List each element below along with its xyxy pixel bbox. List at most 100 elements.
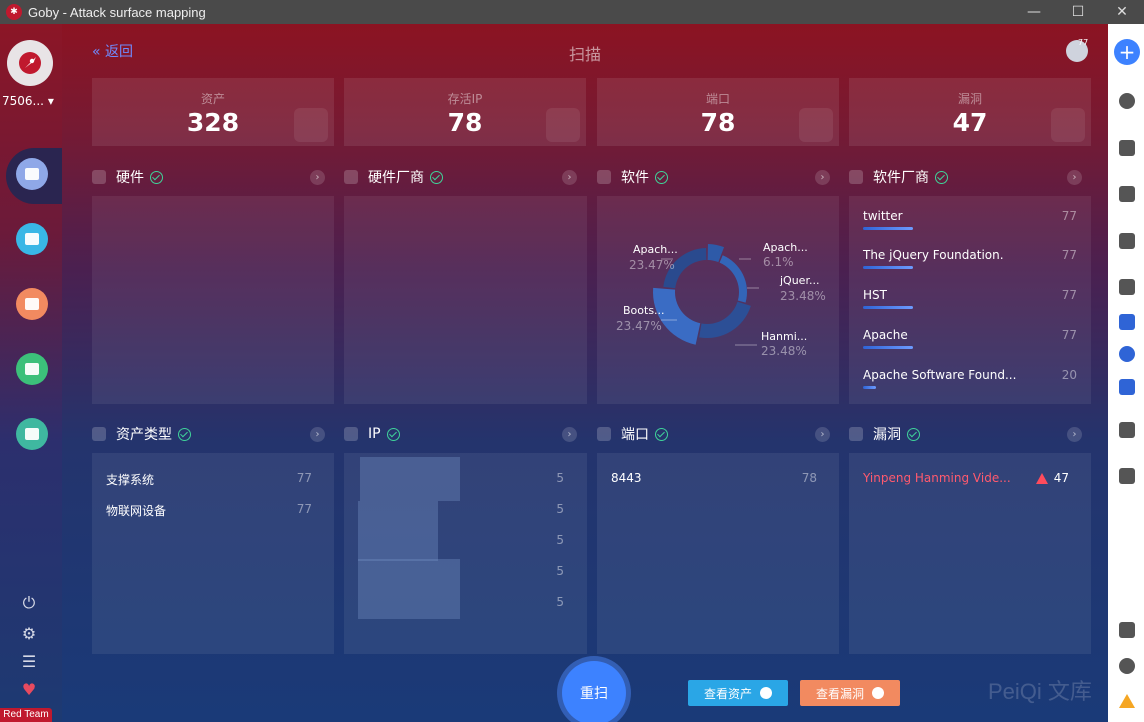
chart-label-pct: 23.48%	[761, 344, 807, 358]
extension-nav-icon[interactable]	[16, 418, 48, 450]
chart-label-name: Boots...	[623, 304, 665, 317]
gear-icon[interactable]: ⚙	[21, 623, 37, 643]
vendor-name: Apache Software Found...	[863, 368, 1017, 382]
rocket-icon	[19, 52, 41, 74]
more-button[interactable]: ›	[562, 170, 577, 185]
check-icon	[655, 427, 668, 441]
donut-slice[interactable]	[719, 255, 747, 303]
scan-nav-icon[interactable]	[16, 158, 48, 190]
user-menu[interactable]: 7506... ▾	[2, 94, 54, 108]
view-assets-button[interactable]: 查看资产	[688, 680, 788, 706]
vendor-bar	[863, 306, 913, 309]
stat-assets[interactable]: 资产 328	[92, 78, 334, 146]
fingerprint-icon[interactable]	[1119, 346, 1135, 362]
more-button[interactable]: ›	[1067, 170, 1082, 185]
section-title: 软件厂商	[873, 170, 929, 186]
chart-icon[interactable]	[1119, 422, 1135, 438]
monitor-icon[interactable]	[1119, 186, 1135, 202]
donut-slice[interactable]	[707, 244, 725, 263]
asset-type-name: 支撑系统	[106, 473, 155, 487]
add-icon[interactable]: +	[1114, 39, 1140, 65]
more-button[interactable]: ›	[562, 427, 577, 442]
port-number: 8443	[611, 471, 642, 485]
maximize-button[interactable]: ☐	[1071, 4, 1085, 20]
vendor-name: Apache	[863, 328, 908, 342]
rescan-button[interactable]: 重扫	[562, 661, 626, 722]
bug-alt-icon[interactable]	[1119, 622, 1135, 638]
puzzle-icon[interactable]	[1119, 468, 1135, 484]
vendor-row[interactable]: Apache Software Found... 20	[863, 368, 1077, 389]
minimize-button[interactable]: —	[1027, 4, 1041, 20]
ip-count: 5	[556, 595, 564, 609]
watermark: PeiQi 文库	[988, 679, 1092, 704]
vendor-count: 20	[1061, 368, 1077, 382]
page-title: 扫描	[568, 45, 601, 64]
plugin-icon[interactable]	[1119, 314, 1135, 330]
vuln-row[interactable]: Yinpeng Hanming Vide... 47	[863, 471, 1069, 485]
stat-alive-ip[interactable]: 存活IP 78	[344, 78, 586, 146]
stat-vulns[interactable]: 漏洞 47	[849, 78, 1091, 146]
check-icon	[386, 427, 400, 441]
assets-nav-icon[interactable]	[16, 223, 48, 255]
vendor-row[interactable]: The jQuery Foundation. 77	[863, 248, 1077, 269]
bug-icon[interactable]	[1119, 279, 1135, 295]
ip-count: 5	[556, 533, 564, 547]
more-button[interactable]: ›	[310, 170, 325, 185]
vendor-row[interactable]: HST 77	[863, 288, 1077, 309]
donut-slice[interactable]	[663, 248, 707, 289]
view-vulns-button[interactable]: 查看漏洞	[800, 680, 900, 706]
chevron-down-icon: ▾	[47, 94, 54, 108]
report-nav-icon[interactable]	[16, 353, 48, 385]
vendor-count: 77	[1061, 209, 1077, 223]
list-item[interactable]: 支撑系统 77	[106, 471, 312, 488]
back-link[interactable]: « 返回	[92, 44, 134, 60]
chart-label-pct: 6.1%	[763, 255, 794, 269]
stat-label: 漏洞	[957, 92, 982, 106]
port-icon	[799, 108, 833, 142]
stat-ports[interactable]: 端口 78	[597, 78, 839, 146]
clock-icon[interactable]	[1119, 93, 1135, 109]
vendor-count: 77	[1061, 248, 1077, 262]
asset-type-count: 77	[296, 471, 312, 485]
poc-icon[interactable]	[1119, 379, 1135, 395]
document-icon[interactable]	[1119, 140, 1135, 156]
refresh-icon[interactable]	[1119, 658, 1135, 674]
heart-icon[interactable]: ♥	[21, 679, 37, 699]
bug-icon	[849, 427, 863, 441]
left-sidebar: 7506... ▾ ⏻ ⚙ ☰ ♥ Red Team	[0, 24, 62, 722]
more-button[interactable]: ›	[815, 427, 830, 442]
window-controls: — ☐ ✕	[1012, 0, 1144, 24]
donut-slice[interactable]	[699, 301, 751, 338]
ip-count: 5	[556, 471, 564, 485]
list-item[interactable]: 物联网设备 77	[106, 502, 312, 519]
globe-icon[interactable]	[1066, 40, 1088, 62]
section-title: IP	[368, 426, 381, 442]
check-icon	[430, 170, 443, 184]
vendor-name: twitter	[863, 209, 903, 223]
stat-value: 78	[447, 108, 483, 137]
goby-logo[interactable]	[7, 40, 53, 86]
goby-app-icon: ✱	[6, 4, 22, 20]
menu-icon[interactable]: ☰	[21, 651, 37, 671]
redacted-ip-block	[358, 559, 460, 619]
vendor-row[interactable]: twitter 77	[863, 209, 1077, 230]
vendor-row[interactable]: Apache 77	[863, 328, 1077, 349]
vulnerability-nav-icon[interactable]	[16, 288, 48, 320]
close-button[interactable]: ✕	[1116, 4, 1128, 20]
vendor-bar	[863, 346, 913, 349]
vendor-count: 77	[1061, 328, 1077, 342]
section-asset-type: 资产类型	[92, 424, 191, 444]
software-donut-chart[interactable]: Apach... 23.47% Apach... 6.1% jQuer... 2…	[597, 196, 839, 404]
ip-icon[interactable]	[1119, 233, 1135, 249]
more-button[interactable]: ›	[1067, 427, 1082, 442]
power-icon[interactable]: ⏻	[22, 593, 36, 612]
users-icon	[344, 170, 358, 184]
donut-slice[interactable]	[653, 287, 701, 345]
section-title: 漏洞	[873, 427, 901, 443]
warning-icon[interactable]	[1119, 694, 1135, 708]
section-ip: IP	[344, 424, 400, 444]
vendor-count: 77	[1061, 288, 1077, 302]
table-row[interactable]: 8443 78	[611, 471, 817, 485]
more-button[interactable]: ›	[310, 427, 325, 442]
more-button[interactable]: ›	[815, 170, 830, 185]
